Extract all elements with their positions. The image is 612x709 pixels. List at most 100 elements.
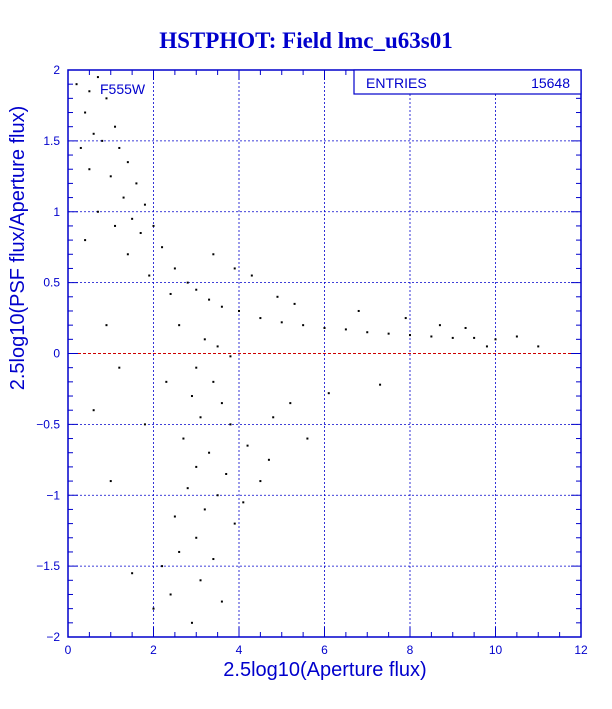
data-point bbox=[161, 246, 164, 249]
x-tick-label: 10 bbox=[489, 643, 503, 657]
data-point bbox=[259, 480, 262, 483]
data-point bbox=[169, 292, 172, 295]
data-point bbox=[220, 305, 223, 308]
data-point bbox=[306, 437, 309, 440]
data-point bbox=[212, 558, 215, 561]
filter-label: F555W bbox=[100, 81, 146, 97]
data-point bbox=[203, 508, 206, 511]
data-point bbox=[88, 90, 91, 93]
x-tick-label: 4 bbox=[236, 643, 243, 657]
data-point bbox=[131, 217, 134, 220]
data-point bbox=[195, 288, 198, 291]
data-point bbox=[114, 224, 117, 227]
y-axis-label: 2.5log10(PSF flux/Aperture flux) bbox=[7, 106, 29, 391]
data-point bbox=[182, 437, 185, 440]
data-point bbox=[229, 423, 232, 426]
data-point bbox=[109, 175, 112, 178]
x-tick-label: 12 bbox=[574, 643, 588, 657]
data-point bbox=[464, 326, 467, 329]
data-point bbox=[96, 210, 99, 213]
data-point bbox=[75, 83, 78, 86]
data-point bbox=[216, 494, 219, 497]
data-point bbox=[208, 298, 211, 301]
data-points bbox=[75, 76, 540, 624]
data-point bbox=[186, 281, 189, 284]
data-point bbox=[438, 324, 441, 327]
data-point bbox=[344, 328, 347, 331]
data-point bbox=[212, 253, 215, 256]
data-point bbox=[208, 451, 211, 454]
data-point bbox=[357, 309, 360, 312]
data-point bbox=[233, 522, 236, 525]
data-point bbox=[195, 465, 198, 468]
data-point bbox=[473, 336, 476, 339]
data-point bbox=[135, 182, 138, 185]
data-point bbox=[190, 621, 193, 624]
data-point bbox=[92, 409, 95, 412]
data-point bbox=[515, 335, 518, 338]
y-tick-label: −1.5 bbox=[36, 559, 60, 573]
y-tick-label: −1 bbox=[46, 488, 60, 502]
data-point bbox=[323, 326, 326, 329]
data-point bbox=[242, 501, 245, 504]
y-tick-label: 1 bbox=[53, 205, 60, 219]
y-tick-label: −2 bbox=[46, 630, 60, 644]
data-point bbox=[79, 146, 82, 149]
data-point bbox=[126, 253, 129, 256]
data-point bbox=[229, 355, 232, 358]
data-point bbox=[190, 395, 193, 398]
data-point bbox=[152, 607, 155, 610]
data-point bbox=[195, 536, 198, 539]
data-point bbox=[173, 515, 176, 518]
data-point bbox=[169, 593, 172, 596]
data-point bbox=[126, 161, 129, 164]
y-tick-label: 0.5 bbox=[43, 276, 60, 290]
data-point bbox=[537, 345, 540, 348]
data-point bbox=[485, 345, 488, 348]
y-tick-label: 1.5 bbox=[43, 134, 60, 148]
stats-box-frame bbox=[353, 69, 582, 95]
data-point bbox=[105, 97, 108, 100]
data-point bbox=[143, 203, 146, 206]
data-point bbox=[430, 335, 433, 338]
data-point bbox=[118, 146, 121, 149]
data-point bbox=[178, 324, 181, 327]
x-tick-labels: 0 2 4 6 8 10 12 bbox=[65, 643, 588, 657]
data-point bbox=[379, 383, 382, 386]
data-point bbox=[267, 458, 270, 461]
data-point bbox=[289, 402, 292, 405]
stats-entries-value: 15648 bbox=[531, 75, 570, 91]
data-point bbox=[302, 324, 305, 327]
y-tick-label: 0 bbox=[53, 347, 60, 361]
data-point bbox=[216, 345, 219, 348]
data-point bbox=[238, 309, 240, 312]
x-tick-label: 6 bbox=[321, 643, 328, 657]
data-point bbox=[272, 416, 275, 419]
data-point bbox=[387, 332, 390, 335]
data-point bbox=[139, 232, 142, 235]
data-point bbox=[101, 139, 104, 142]
data-point bbox=[280, 321, 283, 324]
data-point bbox=[96, 76, 99, 79]
data-point bbox=[220, 402, 223, 405]
data-point bbox=[105, 324, 108, 327]
data-point bbox=[225, 472, 228, 475]
data-point bbox=[152, 224, 155, 227]
x-tick-label: 8 bbox=[407, 643, 414, 657]
data-point bbox=[114, 125, 117, 128]
data-point bbox=[84, 111, 87, 114]
x-axis-label: 2.5log10(Aperture flux) bbox=[223, 659, 426, 681]
data-point bbox=[199, 579, 202, 582]
data-point bbox=[233, 267, 236, 270]
data-point bbox=[366, 331, 369, 334]
data-point bbox=[451, 336, 454, 339]
data-point bbox=[118, 366, 121, 369]
stats-entries-label: ENTRIES bbox=[366, 75, 427, 91]
data-point bbox=[143, 423, 146, 426]
data-point bbox=[259, 317, 262, 320]
data-point bbox=[494, 338, 497, 341]
data-point bbox=[84, 239, 87, 242]
y-tick-label: 2 bbox=[53, 63, 60, 77]
y-tick-label: −0.5 bbox=[36, 417, 60, 431]
